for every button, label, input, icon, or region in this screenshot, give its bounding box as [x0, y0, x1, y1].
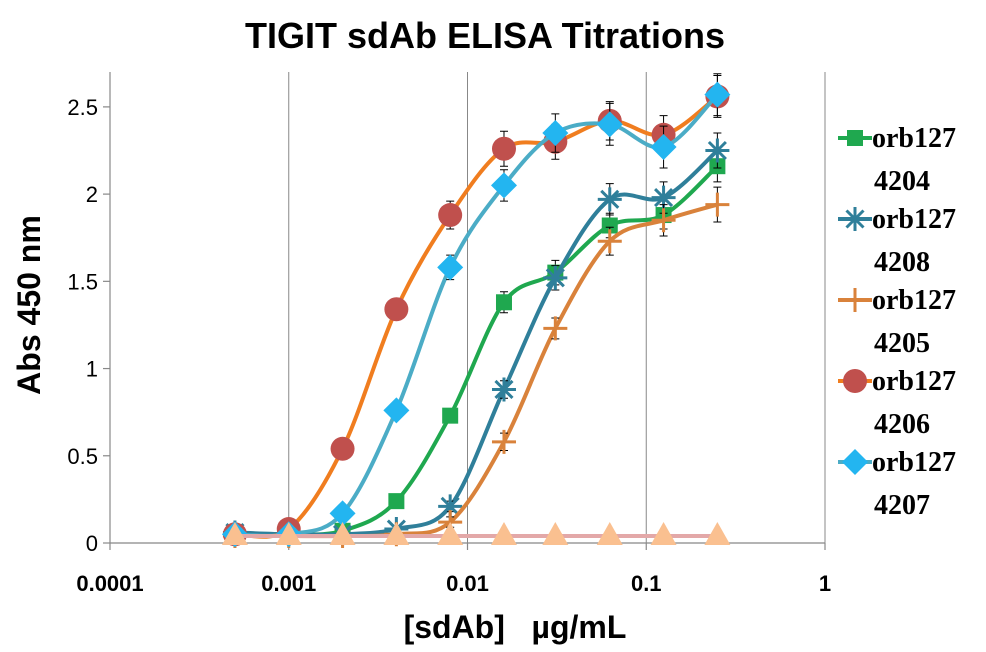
legend-label-2-line2: 4205 — [874, 328, 930, 359]
data-point-2-7 — [597, 229, 622, 254]
data-point-4-8 — [650, 134, 677, 161]
data-point-1-7 — [597, 187, 622, 212]
data-point-1-8 — [651, 185, 676, 210]
legend-label-3-line1: orb127 — [872, 366, 956, 397]
data-point-4-2 — [329, 500, 356, 527]
series-line-3 — [234, 94, 719, 539]
data-point-5-0 — [221, 522, 248, 546]
series-4 — [221, 73, 731, 548]
data-point-3-5 — [491, 136, 516, 161]
data-point-5-1 — [275, 522, 302, 546]
x-axis-title: [sdAb] µg/mL — [404, 609, 627, 645]
y-axis-title: Abs 450 nm — [11, 215, 47, 395]
data-point-1-9 — [705, 138, 730, 163]
legend: orb127 4204 orb127 4208 orb127 4205 orb127 4206… — [838, 123, 956, 521]
legend-label-3-line2: 4206 — [874, 409, 930, 440]
x-tick-label-3: 0.1 — [631, 571, 662, 596]
data-point-4-4 — [437, 254, 464, 281]
data-point-5-2 — [329, 522, 356, 546]
data-point-4-9 — [704, 81, 731, 108]
data-point-4-5 — [490, 172, 517, 199]
legend-item-0: orb127 4204 — [838, 123, 956, 197]
legend-marker-2 — [843, 288, 867, 312]
y-tick-label-3: 1.5 — [67, 269, 98, 294]
legend-marker-1 — [843, 207, 867, 231]
data-point-0-5 — [495, 294, 512, 311]
y-tick-labels: 0 0.5 1 1.5 2 2.5 — [67, 95, 98, 556]
data-point-5-4 — [437, 522, 464, 546]
y-tick-label-2: 1 — [86, 357, 98, 382]
legend-marker-0 — [847, 130, 863, 146]
legend-item-3: orb127 4206 — [838, 366, 956, 440]
data-point-3-4 — [438, 203, 463, 228]
series-line-1 — [234, 148, 719, 537]
data-point-3-2 — [330, 436, 355, 461]
legend-label-2-line1: orb127 — [872, 285, 956, 316]
data-point-2-8 — [651, 208, 676, 233]
legend-item-2: orb127 4205 — [838, 285, 956, 359]
x-tick-label-1: 0.001 — [261, 571, 316, 596]
chart-title: TIGIT sdAb ELISA Titrations — [245, 15, 725, 56]
series-line-4 — [234, 93, 719, 538]
data-point-0-3 — [388, 493, 405, 510]
data-point-5-7 — [596, 522, 623, 546]
legend-label-0-line2: 4204 — [874, 166, 930, 197]
legend-label-1-line2: 4208 — [874, 247, 930, 278]
legend-item-1: orb127 4208 — [838, 204, 956, 278]
y-tick-label-5: 2.5 — [67, 95, 98, 120]
data-point-4-7 — [596, 111, 623, 138]
y-tick-label-0: 0 — [86, 531, 98, 556]
data-point-2-5 — [491, 429, 516, 454]
data-point-1-4 — [438, 494, 463, 519]
series-5 — [221, 522, 731, 546]
legend-marker-3 — [843, 369, 867, 393]
series-layer — [221, 73, 731, 549]
legend-item-4: orb127 4207 — [838, 447, 956, 521]
series-1 — [222, 132, 730, 547]
data-point-2-6 — [543, 316, 568, 341]
data-point-5-6 — [542, 522, 569, 546]
series-line-2 — [234, 202, 718, 539]
data-point-5-8 — [650, 522, 677, 546]
data-point-4-6 — [542, 120, 569, 147]
legend-label-4-line2: 4207 — [874, 490, 930, 521]
data-point-4-3 — [383, 397, 410, 424]
legend-label-4-line1: orb127 — [872, 447, 956, 478]
data-point-0-4 — [442, 407, 459, 424]
x-tick-label-0: 0.0001 — [76, 571, 143, 596]
data-point-1-6 — [543, 265, 568, 290]
y-tick-label-1: 0.5 — [67, 444, 98, 469]
legend-marker-4 — [842, 449, 868, 475]
x-tick-label-2: 0.01 — [446, 571, 489, 596]
series-2 — [222, 186, 730, 549]
legend-label-0-line1: orb127 — [872, 123, 956, 154]
series-0 — [226, 150, 726, 543]
x-tick-label-4: 1 — [819, 571, 831, 596]
x-tick-labels: 0.0001 0.001 0.01 0.1 1 — [76, 571, 831, 596]
data-point-5-5 — [490, 522, 517, 546]
data-point-5-3 — [383, 522, 410, 546]
data-point-1-5 — [491, 377, 516, 402]
data-point-0-7 — [601, 217, 618, 234]
y-tick-label-4: 2 — [86, 182, 98, 207]
data-point-3-3 — [384, 297, 409, 322]
legend-label-1-line1: orb127 — [872, 204, 956, 235]
data-point-2-9 — [705, 192, 730, 217]
data-point-5-9 — [704, 522, 731, 546]
